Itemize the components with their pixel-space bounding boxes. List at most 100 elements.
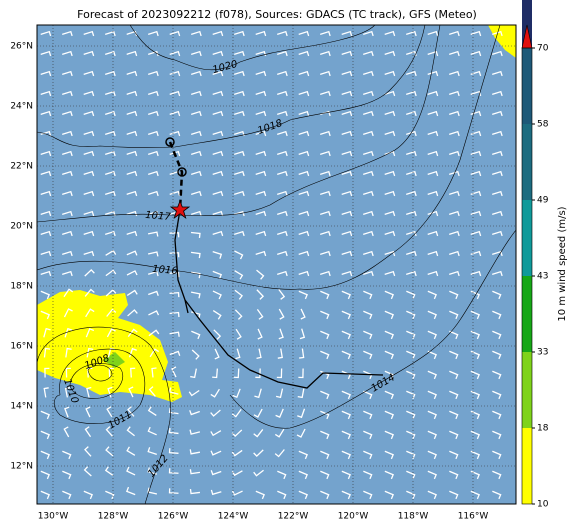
- wind-barb: [384, 330, 394, 340]
- wind-barb: [212, 310, 222, 320]
- wind-barb: [126, 90, 138, 97]
- wind-barb: [105, 170, 116, 177]
- wind-barb: [363, 90, 374, 97]
- wind-barb: [128, 347, 137, 358]
- wind-barb: [384, 110, 396, 117]
- wind-barb: [449, 430, 459, 440]
- wind-barb: [298, 110, 310, 117]
- wind-barb: [406, 470, 416, 480]
- wind-barb: [427, 70, 439, 77]
- wind-barb: [427, 250, 439, 257]
- wind-barb: [427, 170, 439, 177]
- wind-barb: [341, 190, 353, 197]
- wind-barbs: [40, 30, 503, 500]
- wind-barb: [363, 450, 373, 460]
- wind-barb: [40, 70, 52, 77]
- wind-barb: [85, 308, 95, 318]
- wind-barb: [277, 90, 288, 97]
- wind-barb: [277, 50, 288, 57]
- wind-barb: [341, 430, 351, 440]
- wind-barb: [406, 190, 417, 197]
- wind-barb: [83, 110, 95, 117]
- lat-tick-label: 12°N: [10, 462, 33, 472]
- wind-barb: [212, 270, 223, 280]
- wind-barb: [105, 446, 114, 457]
- wind-barb: [406, 250, 417, 257]
- wind-barb: [406, 310, 416, 320]
- wind-barb: [234, 250, 244, 260]
- wind-barb: [341, 290, 351, 300]
- wind-barb: [298, 270, 310, 277]
- wind-barb: [384, 170, 396, 177]
- wind-barb: [470, 190, 482, 197]
- wind-barb: [127, 309, 138, 317]
- wind-barb: [84, 426, 92, 438]
- wind-barb: [210, 450, 222, 456]
- wind-barb: [384, 470, 394, 480]
- wind-barb: [427, 490, 437, 500]
- wind-barb: [320, 290, 330, 300]
- wind-barb: [406, 30, 417, 37]
- wind-barb: [126, 110, 138, 117]
- wind-barb: [62, 70, 73, 77]
- wind-barb: [384, 430, 394, 440]
- wind-barb: [298, 190, 310, 197]
- wind-barb: [384, 70, 396, 77]
- wind-barb: [256, 308, 264, 320]
- wind-barb: [277, 490, 287, 500]
- lat-tick-label: 26°N: [10, 42, 33, 52]
- wind-barb: [341, 490, 351, 500]
- wind-barb: [234, 210, 245, 217]
- wind-barb: [257, 328, 263, 340]
- wind-barb: [492, 270, 503, 277]
- wind-barb: [190, 291, 201, 299]
- wind-barb: [277, 130, 288, 137]
- wind-barb: [449, 170, 460, 177]
- wind-barb: [189, 429, 201, 435]
- past-track: [184, 299, 189, 314]
- wind-barb: [83, 150, 95, 157]
- wind-barb: [169, 311, 180, 318]
- wind-barb: [83, 90, 95, 97]
- wind-barb: [189, 410, 200, 416]
- wind-barb: [191, 70, 202, 77]
- wind-barb: [40, 170, 52, 177]
- wind-barb: [277, 150, 288, 157]
- wind-barb: [470, 270, 482, 277]
- wind-barb: [253, 449, 264, 458]
- wind-barb: [40, 290, 50, 300]
- wind-barb: [191, 170, 202, 177]
- wind-barb: [189, 449, 201, 455]
- wind-barb: [492, 330, 502, 340]
- wind-barb: [169, 130, 181, 137]
- wind-barb: [277, 190, 288, 197]
- wind-barb: [40, 450, 50, 460]
- wind-barb: [169, 232, 180, 238]
- wind-barb: [148, 310, 160, 316]
- wind-barb: [320, 390, 330, 400]
- wind-barb: [255, 130, 267, 137]
- wind-barb: [406, 230, 417, 237]
- wind-barb: [168, 407, 179, 415]
- wind-barb: [126, 30, 138, 37]
- wind-barb: [449, 50, 460, 57]
- wind-barb: [212, 150, 224, 157]
- wind-barb: [320, 490, 330, 500]
- wind-barb: [298, 290, 308, 300]
- wind-barb: [427, 190, 439, 197]
- wind-barb: [449, 130, 460, 137]
- forecast-point: [177, 167, 187, 177]
- wind-barb: [277, 30, 288, 37]
- wind-barb: [40, 310, 50, 320]
- wind-barb: [278, 328, 284, 340]
- wind-barb: [105, 150, 116, 157]
- lon-tick-label: 124°W: [218, 512, 249, 522]
- wind-barb: [277, 70, 288, 77]
- ocean: [37, 25, 516, 504]
- wind-barb: [212, 368, 219, 379]
- wind-barb: [320, 450, 330, 460]
- wind-barb: [492, 230, 503, 237]
- wind-barb: [189, 469, 201, 475]
- tc-track: [165, 137, 384, 389]
